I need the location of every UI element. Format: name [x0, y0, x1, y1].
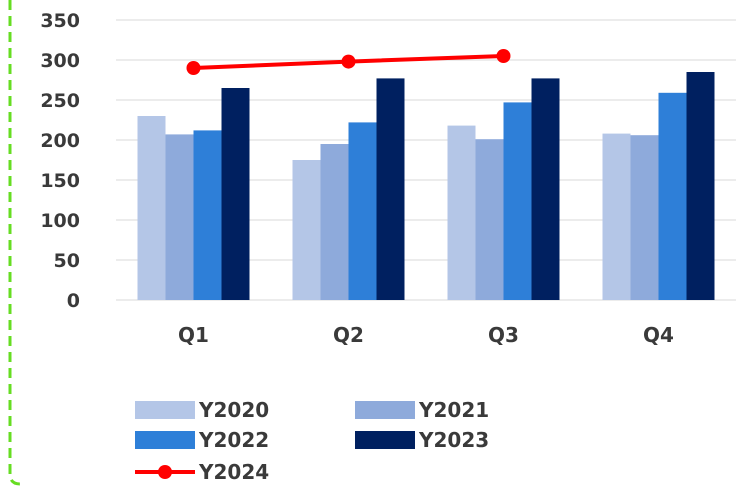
bar-y2021-q2: [320, 144, 349, 300]
legend-swatch-y2021: [355, 401, 415, 419]
bar-y2020-q4: [602, 133, 631, 300]
line-marker-y2024: [496, 49, 511, 63]
y-tick-label: 200: [40, 130, 80, 152]
legend-label-y2023: Y2023: [418, 428, 489, 452]
chart-border: [8, 0, 21, 486]
bar-y2023-q1: [221, 88, 250, 300]
legend-marker-y2024: [158, 465, 172, 479]
bar-y2021-q4: [630, 135, 659, 300]
bar-y2020-q1: [137, 116, 166, 300]
bars: [137, 72, 715, 301]
y-tick-label: 100: [40, 210, 80, 232]
bar-y2020-q2: [292, 160, 321, 300]
x-category-label: Q1: [178, 323, 209, 347]
y-axis-ticks: 0 50 100 150 200 250 300 350: [40, 10, 80, 312]
legend-label-y2024: Y2024: [198, 460, 269, 484]
legend: Y2020 Y2021 Y2022 Y2023 Y2024: [135, 398, 489, 484]
y-tick-label: 150: [40, 170, 80, 192]
y-tick-label: 300: [40, 50, 80, 72]
legend-label-y2022: Y2022: [198, 428, 269, 452]
x-category-label: Q4: [643, 323, 674, 347]
bar-y2022-q1: [193, 130, 222, 300]
bar-y2023-q2: [376, 78, 405, 301]
bar-y2022-q3: [503, 102, 532, 301]
y-tick-label: 0: [67, 290, 80, 312]
bar-y2023-q4: [686, 72, 715, 300]
y-tick-label: 250: [40, 90, 80, 112]
x-axis-categories: Q1 Q2 Q3 Q4: [178, 323, 674, 347]
line-marker-y2024: [341, 54, 356, 69]
y-tick-label: 50: [54, 250, 80, 272]
legend-swatch-y2020: [135, 401, 195, 419]
bar-y2020-q3: [447, 125, 476, 300]
line-series: [186, 49, 511, 75]
legend-label-y2020: Y2020: [198, 398, 269, 422]
line-marker-y2024: [186, 61, 201, 75]
bar-y2022-q4: [658, 92, 687, 300]
x-category-label: Q3: [488, 323, 519, 347]
y-tick-label: 350: [40, 10, 80, 32]
bar-y2021-q1: [165, 134, 194, 300]
bar-y2023-q3: [531, 78, 560, 301]
legend-swatch-y2022: [135, 431, 195, 449]
legend-label-y2021: Y2021: [418, 398, 489, 422]
x-category-label: Q2: [333, 323, 364, 347]
bar-y2022-q2: [348, 122, 377, 301]
bar-y2021-q3: [475, 139, 504, 300]
legend-swatch-y2023: [355, 431, 415, 449]
